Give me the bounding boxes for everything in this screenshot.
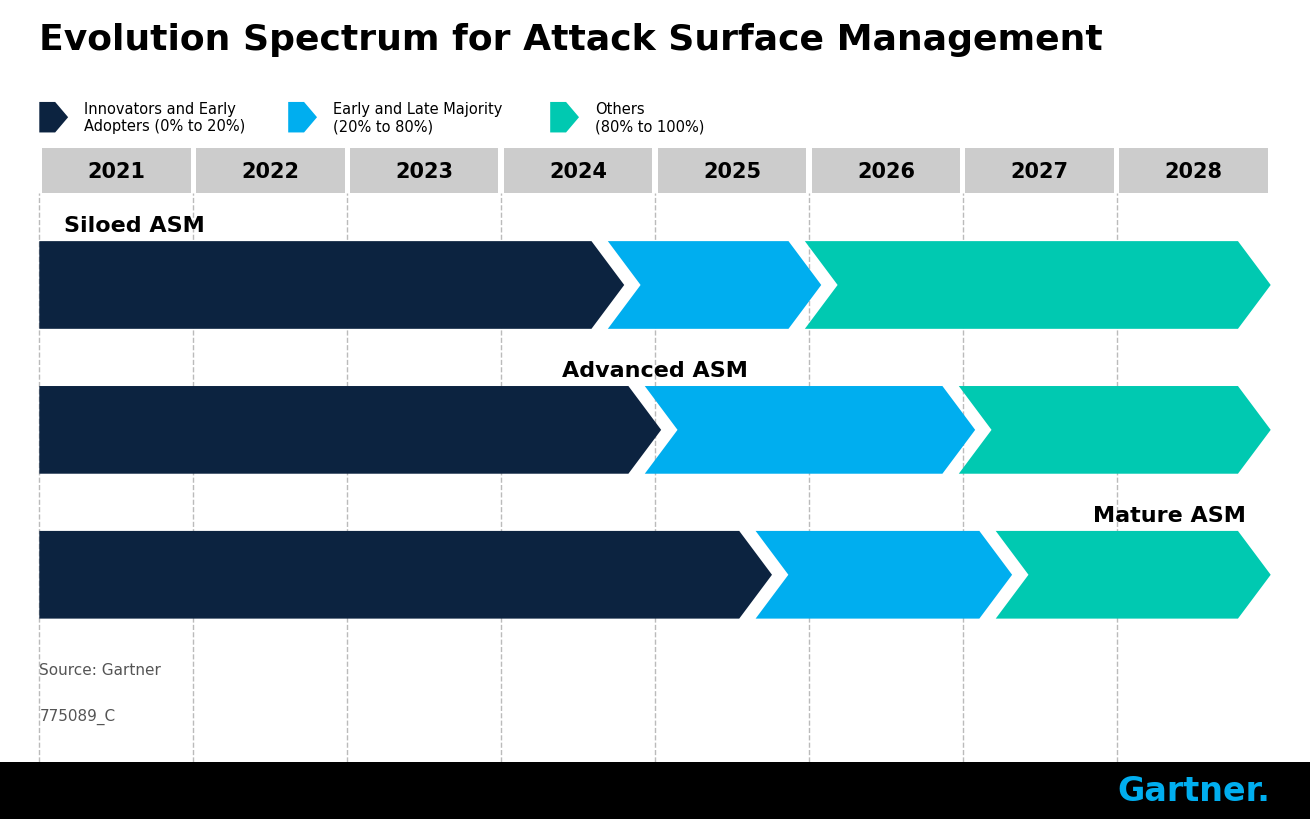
Text: Innovators and Early
Adopters (0% to 20%): Innovators and Early Adopters (0% to 20%… [84, 102, 245, 134]
Text: Siloed ASM: Siloed ASM [64, 216, 204, 236]
Text: 2028: 2028 [1165, 161, 1222, 181]
Text: 2025: 2025 [703, 161, 761, 181]
Text: Source: Gartner: Source: Gartner [39, 663, 161, 677]
Text: Advanced ASM: Advanced ASM [562, 361, 748, 381]
Text: Early and Late Majority
(20% to 80%): Early and Late Majority (20% to 80%) [333, 102, 502, 134]
Polygon shape [756, 532, 1013, 619]
Bar [503, 148, 652, 194]
Text: 2024: 2024 [549, 161, 607, 181]
Text: Gartner.: Gartner. [1117, 774, 1271, 807]
Text: 2023: 2023 [396, 161, 453, 181]
Bar [965, 148, 1115, 194]
Text: Others
(80% to 100%): Others (80% to 100%) [595, 102, 703, 134]
Bar [811, 148, 960, 194]
Polygon shape [645, 387, 975, 474]
Text: 2022: 2022 [241, 161, 299, 181]
Text: 2027: 2027 [1011, 161, 1069, 181]
Polygon shape [959, 387, 1271, 474]
Text: 2026: 2026 [857, 161, 914, 181]
Bar [658, 148, 806, 194]
Polygon shape [550, 103, 579, 133]
Text: 2021: 2021 [88, 161, 145, 181]
Bar [42, 148, 190, 194]
Polygon shape [39, 387, 662, 474]
Text: Mature ASM: Mature ASM [1094, 505, 1246, 526]
Polygon shape [996, 532, 1271, 619]
Polygon shape [804, 242, 1271, 329]
Bar [1119, 148, 1268, 194]
Polygon shape [608, 242, 821, 329]
Text: 775089_C: 775089_C [39, 708, 115, 725]
Polygon shape [288, 103, 317, 133]
Bar [196, 148, 345, 194]
Polygon shape [39, 103, 68, 133]
Polygon shape [39, 242, 624, 329]
Bar [350, 148, 498, 194]
Polygon shape [39, 532, 772, 619]
Text: Evolution Spectrum for Attack Surface Management: Evolution Spectrum for Attack Surface Ma… [39, 23, 1103, 57]
